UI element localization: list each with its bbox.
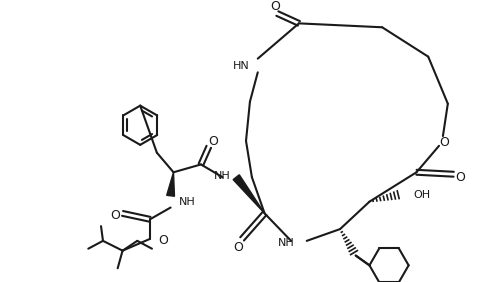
Text: NH: NH bbox=[278, 238, 295, 248]
Text: NH: NH bbox=[213, 171, 230, 181]
Text: O: O bbox=[271, 0, 281, 13]
Text: HN: HN bbox=[233, 61, 250, 71]
Polygon shape bbox=[167, 172, 175, 196]
Text: O: O bbox=[456, 171, 465, 184]
Text: O: O bbox=[208, 135, 217, 148]
Polygon shape bbox=[233, 175, 265, 213]
Text: O: O bbox=[110, 209, 120, 222]
Text: O: O bbox=[233, 241, 243, 254]
Text: O: O bbox=[158, 234, 168, 247]
Text: O: O bbox=[439, 136, 449, 149]
Text: OH: OH bbox=[414, 190, 431, 200]
Text: NH: NH bbox=[178, 197, 195, 207]
